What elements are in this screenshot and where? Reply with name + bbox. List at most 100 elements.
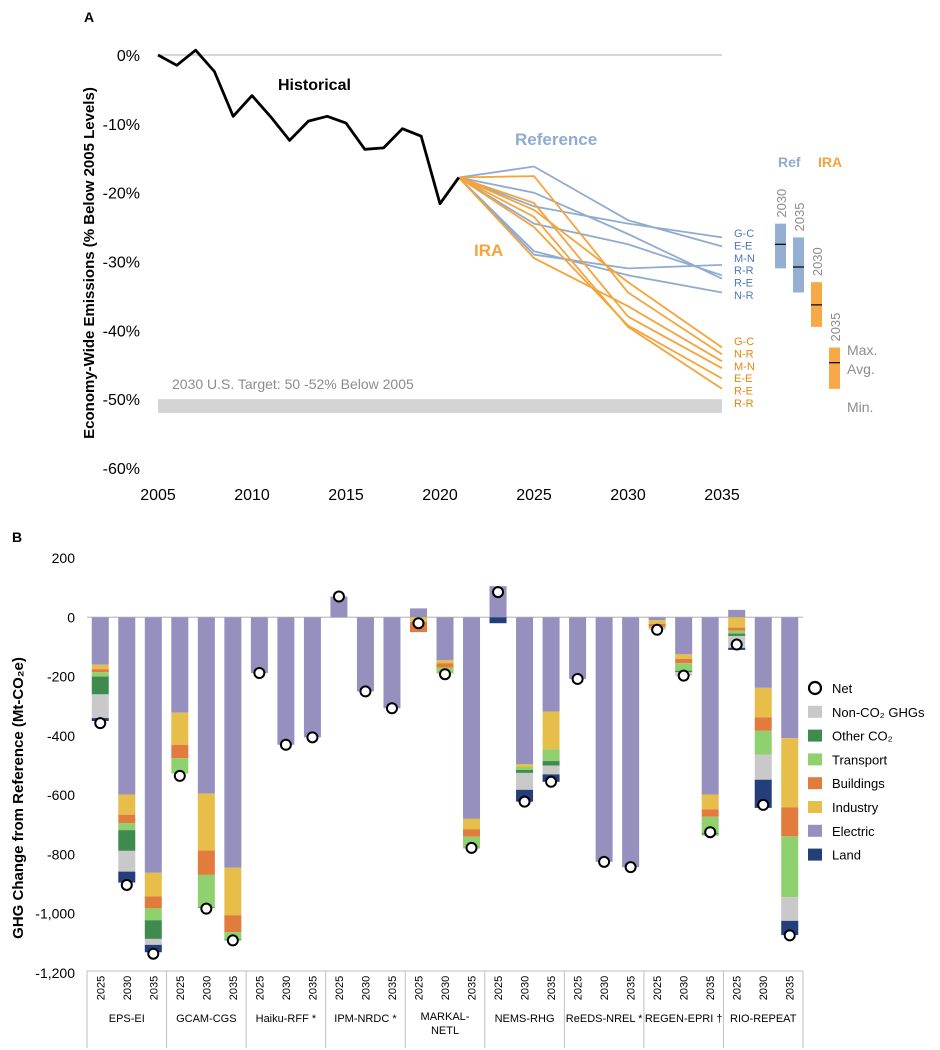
bar-segment-other-co2 <box>118 830 136 851</box>
bar-segment-transport <box>754 730 772 755</box>
bar-segment-land <box>118 871 136 883</box>
ira-scenario-label: G-C <box>734 336 754 348</box>
panel-b-label: B <box>12 529 22 545</box>
net-marker <box>598 855 611 868</box>
net-marker <box>651 623 664 636</box>
y-tick-label: -800 <box>47 846 75 862</box>
net-marker <box>439 668 451 681</box>
bar-segment-industry <box>118 794 136 815</box>
bar-segment-electric <box>197 617 215 794</box>
y-tick-label: -1,000 <box>35 906 75 922</box>
bar-segment-buildings <box>224 915 242 933</box>
x-tick-label: 2020 <box>422 487 458 504</box>
bar-segment-buildings <box>197 850 215 875</box>
ira-line-n-r <box>458 175 723 356</box>
year-tick-label: 2035 <box>785 976 797 1000</box>
bar-segment-transport <box>728 630 746 634</box>
year-tick-label: 2030 <box>281 976 293 1000</box>
net-marker <box>545 775 558 788</box>
year-tick-label: 2035 <box>546 976 558 1000</box>
range-year-label: 2030 <box>774 189 789 218</box>
y-tick-label: -30% <box>103 255 140 272</box>
range-box-ref-2030 <box>775 223 786 269</box>
bar-segment-electric <box>781 617 799 739</box>
y-tick-label: 200 <box>52 550 76 566</box>
year-tick-label: 2025 <box>254 976 266 1000</box>
bar-segment-non-co2-ghgs <box>781 897 799 921</box>
range-box-ira-2035 <box>829 347 840 389</box>
bar-segment-electric <box>542 617 560 712</box>
y-tick-label: 0% <box>117 48 140 65</box>
y-tick-label: -40% <box>103 323 140 340</box>
bar-segment-transport <box>542 749 560 762</box>
net-marker <box>385 702 398 715</box>
range-year-label: 2035 <box>792 202 807 231</box>
net-marker <box>677 669 690 682</box>
bar-segment-industry <box>91 664 109 670</box>
reference-label: Reference <box>515 130 597 149</box>
reference-scenario-label: G-C <box>734 228 754 240</box>
range-header-ref: Ref <box>778 154 801 170</box>
ira-line-g-c <box>458 176 723 349</box>
reference-line-g-c <box>458 176 723 239</box>
bar-segment-electric <box>648 617 666 621</box>
range-min-label: Min. <box>847 399 873 415</box>
bar-segment-industry <box>436 660 454 664</box>
net-marker <box>279 738 292 751</box>
reference-scenario-label: R-E <box>734 278 753 290</box>
year-tick-label: 2025 <box>334 976 346 1000</box>
ira-scenario-label: M-N <box>734 361 755 373</box>
model-label: REGEN-EPRI † <box>645 1013 723 1025</box>
bar-segment-industry <box>675 654 693 659</box>
year-tick-label: 2030 <box>599 976 611 1000</box>
year-tick-label: 2035 <box>626 976 638 1000</box>
bar-segment-transport <box>675 663 693 671</box>
range-max-label: Max. <box>847 342 877 358</box>
historical-label: Historical <box>278 77 351 94</box>
bar-segment-industry <box>542 711 560 750</box>
net-marker <box>226 934 239 947</box>
panel-a-y-axis-label: Economy-Wide Emissions (% Below 2005 Lev… <box>81 87 98 439</box>
reference-line-r-e <box>458 176 723 280</box>
bar-segment-other-co2 <box>91 676 109 695</box>
x-tick-label: 2025 <box>516 487 552 504</box>
model-label: IPM-NRDC * <box>334 1013 397 1025</box>
year-tick-label: 2030 <box>440 976 452 1000</box>
reference-line-e-e <box>458 165 723 248</box>
model-label: EPS-EI <box>109 1013 145 1025</box>
year-tick-label: 2025 <box>493 976 505 1000</box>
year-tick-label: 2025 <box>573 976 585 1000</box>
legend-swatch <box>808 777 822 790</box>
bar-segment-non-co2-ghgs <box>144 938 162 945</box>
legend-swatch <box>808 729 822 742</box>
year-tick-label: 2025 <box>732 976 744 1000</box>
y-tick-label: -50% <box>103 392 140 409</box>
range-header-ira: IRA <box>818 154 842 170</box>
legend-swatch <box>808 753 822 766</box>
bar-segment-electric <box>436 617 454 661</box>
bar-segment-industry <box>171 712 189 745</box>
bar-segment-electric <box>303 617 321 738</box>
reference-scenario-label: R-R <box>734 265 754 277</box>
bar-segment-industry <box>197 793 215 851</box>
bar-segment-transport <box>516 766 534 770</box>
y-tick-label: -400 <box>47 728 75 744</box>
net-marker <box>518 795 531 808</box>
year-tick-label: 2035 <box>705 976 717 1000</box>
net-marker <box>757 798 770 811</box>
ira-scenario-label: R-E <box>734 386 753 398</box>
net-marker <box>492 586 505 599</box>
legend-swatch <box>808 705 822 718</box>
year-tick-label: 2025 <box>652 976 664 1000</box>
bar-segment-non-co2-ghgs <box>542 765 560 775</box>
bar-segment-non-co2-ghgs <box>754 754 772 780</box>
year-tick-label: 2030 <box>201 976 213 1000</box>
ira-line-e-e <box>458 176 723 369</box>
bar-segment-industry <box>144 872 162 897</box>
legend-swatch <box>808 801 822 813</box>
reference-scenario-label: N-R <box>734 290 754 302</box>
x-tick-label: 2005 <box>140 487 176 504</box>
y-tick-label: -20% <box>103 186 140 203</box>
bar-segment-transport <box>781 836 799 898</box>
panel-a-label: A <box>84 9 94 25</box>
